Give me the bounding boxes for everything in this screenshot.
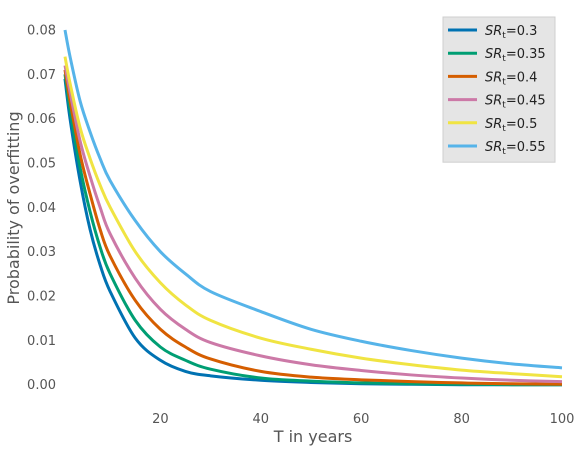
series-lines bbox=[63, 29, 563, 387]
y-tick-label: 0.03 bbox=[27, 245, 56, 260]
legend-entry-base: SR bbox=[485, 117, 502, 132]
y-tick-label: 0.05 bbox=[27, 157, 56, 172]
x-tick-label: 40 bbox=[253, 412, 270, 427]
legend-entry-base: SR bbox=[485, 94, 502, 109]
series-line-3 bbox=[63, 65, 563, 384]
legend-entry-base: SR bbox=[485, 70, 502, 85]
y-tick-label: 0.00 bbox=[27, 378, 56, 393]
legend-entry-value: =0.3 bbox=[506, 24, 538, 39]
legend-entry-value: =0.5 bbox=[506, 117, 538, 132]
x-tick-label: 20 bbox=[152, 412, 169, 427]
y-tick-label: 0.02 bbox=[27, 290, 56, 305]
legend-entry-subscript: t bbox=[502, 31, 506, 41]
legend-entry: SRt=0.35 bbox=[485, 47, 546, 64]
series-line-2 bbox=[63, 69, 563, 386]
legend-entry-value: =0.35 bbox=[506, 47, 546, 62]
y-axis-label: Probability of overfitting bbox=[4, 111, 23, 304]
legend-entry: SRt=0.4 bbox=[485, 70, 537, 87]
legend-entry-value: =0.4 bbox=[506, 70, 538, 85]
legend-entry: SRt=0.55 bbox=[485, 140, 546, 157]
legend-entry-base: SR bbox=[485, 47, 502, 62]
legend-entry-base: SR bbox=[485, 24, 502, 39]
legend-entry-subscript: t bbox=[502, 77, 506, 87]
x-tick-label: 80 bbox=[453, 412, 470, 427]
x-axis-label: T in years bbox=[273, 427, 353, 446]
y-tick-label: 0.08 bbox=[27, 24, 56, 39]
series-line-1 bbox=[63, 74, 563, 387]
legend-box bbox=[442, 16, 556, 163]
legend-entry-base: SR bbox=[485, 140, 502, 155]
y-axis-ticks: 0.00 0.01 0.02 0.03 0.04 0.05 0.06 0.07 0.08 bbox=[27, 24, 56, 394]
legend-entry-subscript: t bbox=[502, 101, 506, 111]
series-line-4 bbox=[63, 56, 563, 379]
x-tick-label: 100 bbox=[550, 412, 575, 427]
legend-entry: SRt=0.3 bbox=[485, 24, 537, 41]
legend-entry-subscript: t bbox=[502, 147, 506, 157]
y-tick-label: 0.01 bbox=[27, 334, 56, 349]
legend-entry: SRt=0.5 bbox=[485, 117, 537, 134]
series-line-5 bbox=[63, 29, 563, 370]
y-tick-label: 0.07 bbox=[27, 68, 56, 83]
legend-entry: SRt=0.45 bbox=[485, 94, 546, 111]
x-tick-label: 60 bbox=[353, 412, 370, 427]
legend-entry-value: =0.55 bbox=[506, 140, 546, 155]
legend-entry-value: =0.45 bbox=[506, 94, 546, 109]
x-axis-ticks: 20 40 60 80 100 bbox=[152, 412, 574, 427]
legend-entry-subscript: t bbox=[502, 124, 506, 134]
legend: SRt=0.3SRt=0.35SRt=0.4SRt=0.45SRt=0.5SRt… bbox=[442, 16, 556, 163]
y-tick-label: 0.06 bbox=[27, 112, 56, 127]
y-tick-label: 0.04 bbox=[27, 201, 56, 216]
legend-entry-subscript: t bbox=[502, 54, 506, 64]
